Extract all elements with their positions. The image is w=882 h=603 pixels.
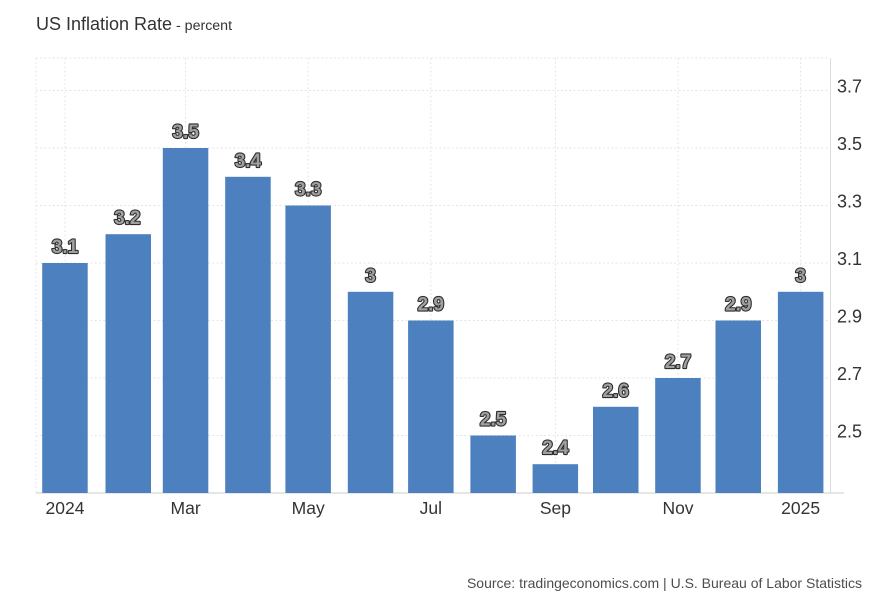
svg-text:2.5: 2.5 <box>480 410 507 431</box>
svg-text:2.9: 2.9 <box>418 295 444 316</box>
svg-text:3.5: 3.5 <box>837 134 862 154</box>
svg-text:Mar: Mar <box>171 498 201 518</box>
svg-text:US Inflation Rate - percent: US Inflation Rate - percent <box>36 14 232 34</box>
svg-text:2.5: 2.5 <box>837 422 862 442</box>
svg-text:3.1: 3.1 <box>52 237 79 258</box>
svg-text:2.9: 2.9 <box>837 307 862 327</box>
svg-text:Source: tradingeconomics.com |: Source: tradingeconomics.com | U.S. Bure… <box>467 575 862 591</box>
svg-text:2.6: 2.6 <box>602 381 628 402</box>
svg-text:2.9: 2.9 <box>725 295 751 316</box>
svg-text:3.2: 3.2 <box>114 208 140 229</box>
svg-text:2025: 2025 <box>781 498 820 518</box>
svg-text:3: 3 <box>795 266 806 287</box>
svg-text:3: 3 <box>365 266 376 287</box>
svg-text:Sep: Sep <box>540 498 571 518</box>
svg-text:2.7: 2.7 <box>665 352 691 373</box>
svg-text:3.5: 3.5 <box>172 122 199 143</box>
svg-text:2.7: 2.7 <box>837 364 862 384</box>
svg-text:Jul: Jul <box>420 498 442 518</box>
svg-text:3.3: 3.3 <box>837 192 862 212</box>
svg-text:3.3: 3.3 <box>295 180 321 201</box>
svg-text:3.4: 3.4 <box>235 151 262 172</box>
svg-text:2024: 2024 <box>46 498 85 518</box>
svg-text:May: May <box>292 498 325 518</box>
svg-text:2.4: 2.4 <box>542 438 569 459</box>
svg-text:Nov: Nov <box>662 498 693 518</box>
svg-text:3.7: 3.7 <box>837 77 862 97</box>
svg-text:3.1: 3.1 <box>837 249 862 269</box>
